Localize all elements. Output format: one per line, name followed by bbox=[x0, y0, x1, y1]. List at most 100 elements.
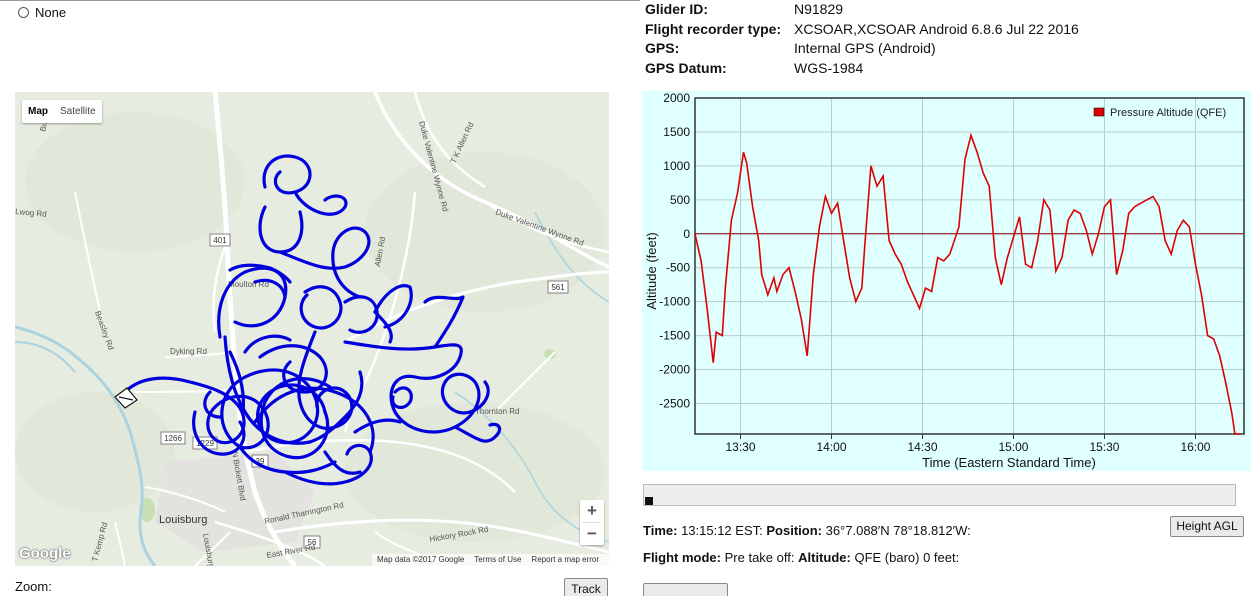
terrain-patch bbox=[345, 402, 605, 542]
mode-altitude-status: Flight mode: Pre take off: Altitude: QFE… bbox=[643, 550, 959, 565]
y-tick-label: 0 bbox=[683, 227, 690, 241]
radio-button[interactable] bbox=[18, 7, 29, 18]
x-tick-label: 14:30 bbox=[907, 440, 937, 454]
info-row-gps: GPS: Internal GPS (Android) bbox=[645, 39, 1079, 59]
info-key: Flight recorder type: bbox=[645, 20, 782, 37]
creek bbox=[454, 391, 609, 543]
zoom-out-button[interactable]: − bbox=[587, 524, 597, 543]
town-label: Louisburg bbox=[159, 514, 207, 526]
altitude-value: QFE (baro) 0 feet: bbox=[854, 550, 960, 565]
y-axis-title: Altitude (feet) bbox=[644, 232, 659, 309]
zoom-divider bbox=[583, 522, 601, 523]
position-value: 36°7.088′N 78°18.812′W: bbox=[825, 523, 971, 538]
info-value: WGS-1984 bbox=[794, 59, 864, 76]
altitude-label: Altitude: bbox=[798, 550, 851, 565]
y-tick-label: 1500 bbox=[663, 125, 690, 139]
terrain-patch bbox=[25, 112, 245, 252]
legend-swatch bbox=[1093, 107, 1105, 117]
x-tick-label: 15:00 bbox=[998, 440, 1028, 454]
y-tick-label: 1000 bbox=[663, 159, 690, 173]
shield-401-label: 401 bbox=[213, 236, 227, 245]
y-tick-label: 2000 bbox=[663, 91, 690, 105]
road-label: Dyking Rd bbox=[170, 347, 207, 356]
y-tick-label: 500 bbox=[670, 193, 690, 207]
road-label: Lwog Rd bbox=[15, 207, 47, 219]
y-tick-label: -500 bbox=[666, 261, 690, 275]
park-area bbox=[544, 349, 556, 359]
road-shields: 401 561 56 1266 1229 39 bbox=[160, 233, 569, 549]
flight-map[interactable]: 401 561 56 1266 1229 39 Duke Valentine W… bbox=[15, 92, 609, 566]
shield-56-label: 56 bbox=[308, 538, 317, 547]
top-divider bbox=[0, 0, 640, 1]
radio-label: None bbox=[35, 5, 67, 20]
height-agl-button[interactable]: Height AGL bbox=[1170, 516, 1244, 537]
time-slider-thumb[interactable] bbox=[645, 497, 653, 505]
info-key: Glider ID: bbox=[645, 1, 709, 17]
chart-background bbox=[642, 91, 1251, 471]
y-tick-label: -1500 bbox=[659, 329, 690, 343]
y-tick-label: -2000 bbox=[659, 363, 690, 377]
x-tick-label: 15:30 bbox=[1089, 440, 1119, 454]
time-slider[interactable] bbox=[643, 484, 1236, 506]
info-key: GPS Datum: bbox=[645, 59, 727, 76]
pressure-altitude-line bbox=[694, 132, 1241, 435]
chart-grid bbox=[695, 97, 1244, 434]
plot-frame bbox=[694, 97, 1245, 435]
x-tick-label: 13:30 bbox=[725, 440, 755, 454]
report-map-error-link[interactable]: Report a map error bbox=[531, 555, 600, 564]
y-tick-label: -2500 bbox=[659, 396, 690, 410]
map-data-attribution: Map data ©2017 Google bbox=[377, 555, 465, 564]
info-value: XCSOAR,XCSOAR Android 6.8.6 Jul 22 2016 bbox=[794, 20, 1079, 37]
map-attribution: Map data ©2017 Google Terms of Use Repor… bbox=[372, 554, 609, 566]
town-area bbox=[155, 452, 315, 552]
x-tick-labels: 13:30 14:00 14:30 15:00 15:30 16:00 bbox=[725, 434, 1211, 454]
x-tick-label: 14:00 bbox=[816, 440, 846, 454]
zoom-label: Zoom: bbox=[15, 579, 52, 594]
terrain-patch bbox=[15, 392, 175, 512]
x-tick-label: 16:00 bbox=[1180, 440, 1210, 454]
creek bbox=[15, 341, 76, 373]
legend-label: Pressure Altitude (QFE) bbox=[1110, 107, 1226, 119]
river bbox=[15, 325, 157, 566]
shield-561-label: 561 bbox=[551, 283, 565, 292]
road-label: Thornton Rd bbox=[475, 407, 519, 416]
flight-track bbox=[123, 154, 502, 486]
shield-39-label: 39 bbox=[256, 457, 265, 466]
map-canvas[interactable]: 401 561 56 1266 1229 39 Duke Valentine W… bbox=[15, 92, 609, 566]
terrain-patch bbox=[365, 152, 605, 312]
map-type-satellite-button[interactable]: Satellite bbox=[60, 106, 96, 117]
time-position-status: Time: 13:15:12 EST: Position: 36°7.088′N… bbox=[643, 523, 971, 538]
shield-1229-label: 1229 bbox=[196, 439, 214, 448]
x-axis-title: Time (Eastern Standard Time) bbox=[922, 455, 1096, 470]
map-type-map-button[interactable]: Map bbox=[28, 106, 48, 117]
shield-1266-label: 1266 bbox=[164, 434, 182, 443]
info-row-recorder-type: Flight recorder type: XCSOAR,XCSOAR Andr… bbox=[645, 20, 1079, 40]
y-tick-label: -1000 bbox=[659, 295, 690, 309]
flight-info-table: Glider ID: N91829 Flight recorder type: … bbox=[645, 0, 1079, 78]
track-button[interactable]: Track bbox=[564, 578, 608, 596]
position-label: Position: bbox=[766, 523, 822, 538]
radio-option-none[interactable]: None bbox=[18, 5, 66, 20]
flight-mode-label: Flight mode: bbox=[643, 550, 721, 565]
launch-marker bbox=[114, 387, 138, 409]
info-row-gps-datum: GPS Datum: WGS-1984 bbox=[645, 59, 1079, 79]
time-label: Time: bbox=[643, 523, 678, 538]
map-type-control: Map Satellite bbox=[22, 100, 102, 123]
info-value: Internal GPS (Android) bbox=[794, 40, 936, 56]
google-logo[interactable]: Google bbox=[19, 545, 71, 562]
creek bbox=[534, 211, 609, 303]
info-row-glider-id: Glider ID: N91829 bbox=[645, 0, 1079, 20]
terms-of-use-link[interactable]: Terms of Use bbox=[474, 555, 522, 564]
road-label: Moulton Rd bbox=[228, 280, 269, 289]
altitude-chart[interactable]: 2000 1500 1000 500 0 -500 -1000 -1500 -2000 -2500… bbox=[642, 91, 1251, 471]
chart-legend: Pressure Altitude (QFE) bbox=[1093, 107, 1226, 119]
zoom-in-button[interactable]: + bbox=[587, 501, 597, 520]
map-zoom-control: + − bbox=[580, 500, 604, 545]
time-value: 13:15:12 EST: bbox=[681, 523, 763, 538]
bottom-action-button[interactable] bbox=[643, 583, 728, 596]
info-key: GPS: bbox=[645, 40, 680, 56]
info-value: N91829 bbox=[794, 1, 844, 17]
altitude-chart-svg[interactable]: 2000 1500 1000 500 0 -500 -1000 -1500 -2000 -2500… bbox=[642, 91, 1251, 471]
roads bbox=[74, 92, 609, 566]
